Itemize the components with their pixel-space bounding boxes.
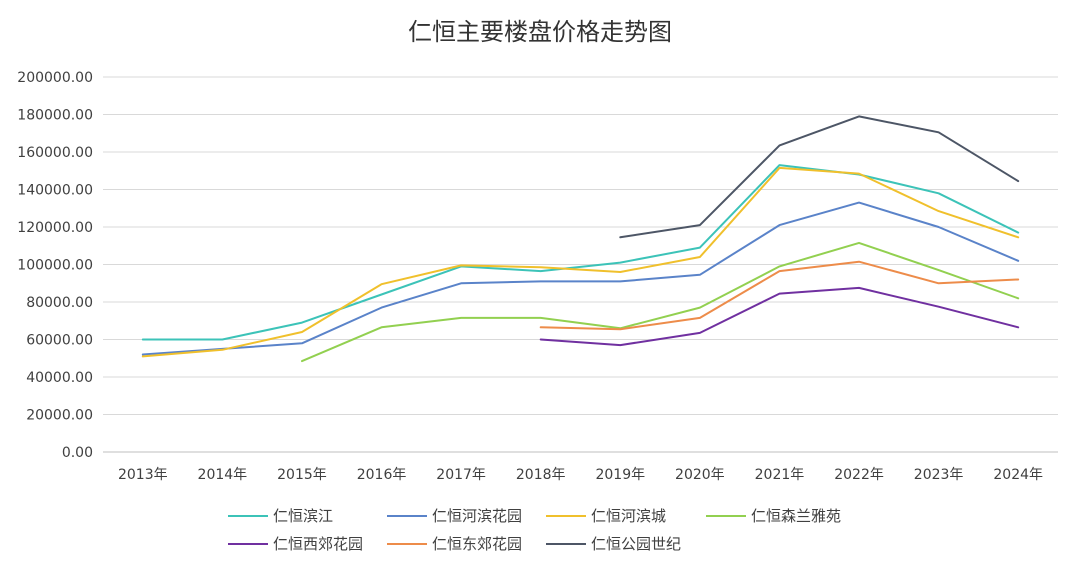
series-lines [141,115,1020,363]
series-line-6 [539,260,1020,331]
x-tick-label: 2015年 [277,467,327,483]
y-tick-label: 160000.00 [17,145,93,161]
x-tick-label: 2016年 [357,467,407,483]
y-tick-label: 40000.00 [26,370,93,386]
y-tick-label: 180000.00 [17,108,93,124]
x-tick-label: 2022年 [834,467,884,483]
x-axis-ticks: 2013年 2014年 2015年 2016年 2017年 2018年 2019年 2020年… [118,467,1043,483]
legend-item: 仁恒滨江 [228,507,333,525]
x-tick-label: 2019年 [595,467,645,483]
legend-label: 仁恒西郊花园 [273,535,363,553]
y-tick-label: 80000.00 [26,295,93,311]
y-tick-label: 200000.00 [17,70,93,86]
legend-label: 仁恒东郊花园 [432,535,522,553]
series-line-5 [539,286,1020,347]
y-tick-label: 120000.00 [17,220,93,236]
chart-title: 仁恒主要楼盘价格走势图 [408,18,672,46]
legend-item: 仁恒西郊花园 [228,535,363,553]
y-axis-ticks: 0.00 20000.00 40000.00 60000.00 80000.00 1000… [17,70,93,461]
legend-label: 仁恒河滨城 [591,507,666,525]
x-tick-label: 2021年 [755,467,805,483]
y-tick-label: 100000.00 [17,258,93,274]
x-tick-label: 2013年 [118,467,168,483]
series-line-4 [301,241,1020,363]
gridlines [103,76,1058,453]
y-tick-label: 60000.00 [26,333,93,349]
series-line-2 [141,201,1020,356]
y-tick-label: 20000.00 [26,408,93,424]
series-line-7 [619,115,1020,239]
x-tick-label: 2023年 [914,467,964,483]
legend-item: 仁恒河滨花园 [387,507,522,525]
series-line-3 [141,166,1020,358]
legend-item: 仁恒河滨城 [546,507,666,525]
legend-label: 仁恒公园世纪 [591,535,681,553]
y-tick-label: 0.00 [62,445,93,461]
x-tick-label: 2018年 [516,467,566,483]
x-tick-label: 2024年 [993,467,1043,483]
legend-label: 仁恒滨江 [273,507,333,525]
legend-label: 仁恒河滨花园 [432,507,522,525]
legend-item: 仁恒公园世纪 [546,535,681,553]
x-tick-label: 2020年 [675,467,725,483]
series-line-1 [141,164,1020,341]
legend-item: 仁恒东郊花园 [387,535,522,553]
x-tick-label: 2017年 [436,467,486,483]
legend-label: 仁恒森兰雅苑 [751,507,841,525]
y-tick-label: 140000.00 [17,183,93,199]
x-tick-label: 2014年 [198,467,248,483]
legend-item: 仁恒森兰雅苑 [706,507,841,525]
